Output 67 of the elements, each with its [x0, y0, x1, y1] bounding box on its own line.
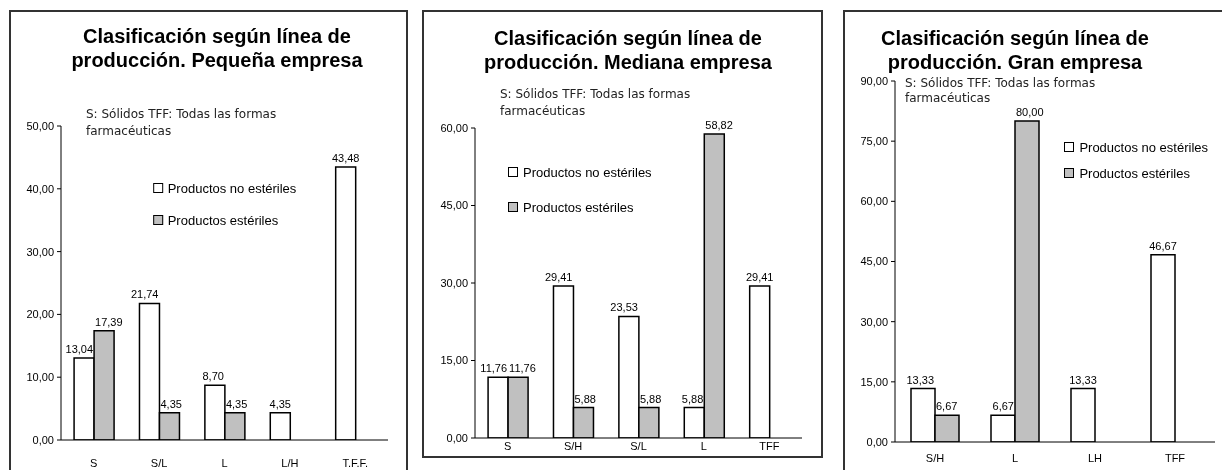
data-label: 80,00 — [1016, 106, 1044, 119]
x-tick-label: LH — [1087, 451, 1103, 464]
x-tick-label: TFF — [1164, 451, 1186, 464]
legend-label: Productos estériles — [1079, 165, 1190, 181]
y-tick-label: 30,00 — [440, 276, 468, 289]
data-label: 8,70 — [202, 370, 224, 383]
x-tick-label: L — [221, 456, 228, 469]
x-tick-label: S/H — [925, 451, 945, 464]
x-tick-label: S/H — [563, 439, 583, 452]
y-tick-label: 50,00 — [26, 119, 54, 132]
x-tick-label: S — [90, 456, 98, 469]
y-tick-label: 10,00 — [26, 371, 54, 384]
legend-label: Productos no estériles — [1079, 139, 1208, 155]
text: S: Sólidos TFF: Todas las formas farmacéuticas — [500, 86, 692, 120]
y-tick-label: 30,00 — [26, 245, 54, 258]
x-tick-label: L/H — [281, 456, 299, 469]
x-tick-label: S/L — [150, 456, 168, 469]
data-label: 5,88 — [681, 392, 704, 405]
data-label: 13,04 — [65, 343, 94, 356]
chart-title: Clasificación según línea de producción. Gran empresa — [880, 26, 1150, 74]
y-tick-label: 90,00 — [860, 74, 888, 87]
data-label: 4,35 — [160, 397, 182, 410]
annotation: S: Sólidos TFF: Todas las formas farmacéuticas — [86, 106, 278, 140]
x-tick-label: TFF — [759, 439, 780, 452]
data-label: 11,76 — [480, 362, 508, 375]
data-label: 5,88 — [574, 392, 596, 405]
data-label: 21,74 — [130, 288, 159, 301]
data-label: 13,33 — [1069, 373, 1097, 386]
annotation: S: Sólidos TFF: Todas las formas farmacéuticas — [905, 76, 1097, 106]
y-tick-label: 75,00 — [860, 135, 888, 148]
y-tick-label: 15,00 — [860, 375, 888, 388]
x-tick-label: S — [504, 439, 512, 452]
legend-label: Productos no estériles — [167, 180, 297, 196]
data-label: 23,53 — [610, 301, 638, 314]
y-tick-label: 60,00 — [440, 121, 468, 134]
x-tick-label: S/L — [630, 439, 647, 452]
y-tick-label: 40,00 — [26, 182, 54, 195]
data-label: 6,67 — [936, 400, 958, 413]
data-label: 29,41 — [544, 271, 573, 284]
data-label: 4,35 — [269, 397, 291, 410]
data-label: 17,39 — [95, 315, 123, 328]
data-label: 13,33 — [906, 373, 934, 386]
y-tick-label: 0,00 — [32, 433, 54, 446]
y-tick-label: 60,00 — [860, 195, 888, 208]
y-tick-label: 20,00 — [26, 308, 54, 321]
y-tick-label: 0,00 — [446, 431, 468, 444]
y-tick-label: 30,00 — [860, 315, 888, 328]
data-label: 11,76 — [509, 362, 536, 375]
y-tick-label: 45,00 — [440, 199, 468, 212]
legend-label: Productos estériles — [167, 212, 279, 228]
legend-label: Productos estériles — [523, 199, 634, 215]
y-tick-label: 45,00 — [860, 255, 888, 268]
x-tick-label: T.F.F. — [342, 456, 369, 469]
data-label: 4,35 — [225, 397, 248, 410]
data-label: 29,41 — [745, 271, 774, 284]
data-label: 5,88 — [639, 392, 662, 405]
y-tick-label: 0,00 — [866, 435, 888, 448]
y-tick-label: 15,00 — [440, 354, 468, 367]
x-tick-label: L — [700, 439, 707, 452]
data-label: 6,67 — [992, 400, 1014, 413]
chart-title: Clasificación según línea de producción. Pequeña empresa — [70, 24, 364, 72]
x-tick-label: L — [1011, 451, 1019, 464]
chart-title: Clasificación según línea de producción. Mediana empresa — [483, 26, 773, 74]
data-label: 58,82 — [705, 119, 733, 132]
data-label: 43,48 — [331, 151, 360, 164]
data-label: 46,67 — [1149, 239, 1177, 252]
legend-label: Productos no estériles — [523, 164, 652, 180]
